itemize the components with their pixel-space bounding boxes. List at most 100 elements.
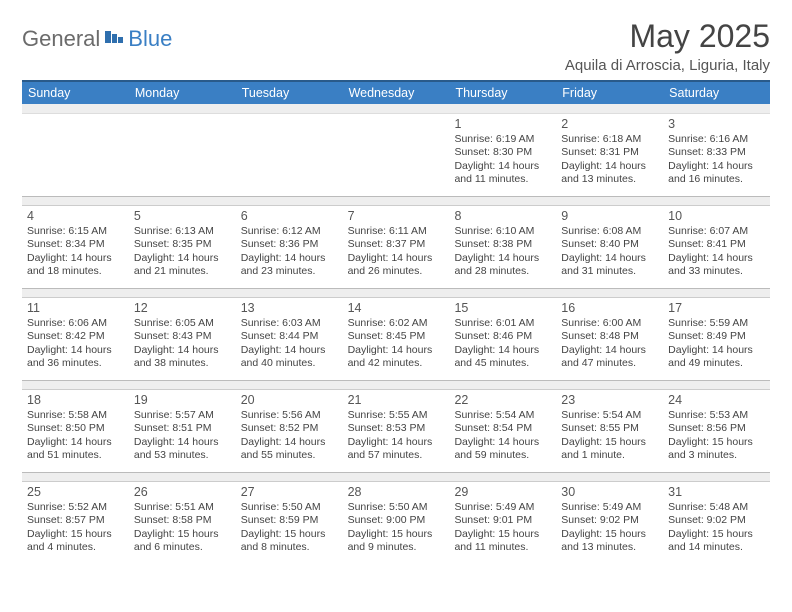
day-info: Sunrise: 5:54 AMSunset: 8:54 PMDaylight:…	[454, 409, 551, 463]
day-number: 1	[454, 117, 551, 131]
daylight-text: Daylight: 14 hours and 26 minutes.	[348, 252, 445, 279]
sunset-text: Sunset: 8:57 PM	[27, 514, 124, 527]
day-header-sun: Sunday	[22, 82, 129, 104]
day-info: Sunrise: 5:49 AMSunset: 9:01 PMDaylight:…	[454, 501, 551, 555]
day-number: 4	[27, 209, 124, 223]
sunset-text: Sunset: 8:34 PM	[27, 238, 124, 251]
day-number: 15	[454, 301, 551, 315]
day-cell: 15 Sunrise: 6:01 AMSunset: 8:46 PMDayligh…	[449, 298, 556, 380]
sunset-text: Sunset: 9:02 PM	[561, 514, 658, 527]
day-number: 2	[561, 117, 658, 131]
sunrise-text: Sunrise: 5:59 AM	[668, 317, 765, 330]
day-header-tue: Tuesday	[236, 82, 343, 104]
day-cell: 8Sunrise: 6:10 AMSunset: 8:38 PMDaylight…	[449, 206, 556, 288]
day-info: Sunrise: 6:18 AMSunset: 8:31 PMDaylight:…	[561, 133, 658, 187]
day-cell: 11Sunrise: 6:06 AMSunset: 8:42 PMDayligh…	[22, 298, 129, 380]
sunset-text: Sunset: 8:46 PM	[454, 330, 551, 343]
daylight-text: Daylight: 14 hours and 55 minutes.	[241, 436, 338, 463]
day-cell: 5Sunrise: 6:13 AMSunset: 8:35 PMDaylight…	[129, 206, 236, 288]
sunrise-text: Sunrise: 5:48 AM	[668, 501, 765, 514]
sunrise-text: Sunrise: 6:03 AM	[241, 317, 338, 330]
week-row: 4 Sunrise: 6:15 AMSunset: 8:34 PMDaylight…	[22, 206, 770, 288]
sunset-text: Sunset: 9:02 PM	[668, 514, 765, 527]
day-info: Sunrise: 5:51 AMSunset: 8:58 PMDaylight:…	[134, 501, 231, 555]
flag-icon	[104, 29, 126, 50]
week-divider	[22, 380, 770, 390]
day-cell: 9 Sunrise: 6:08 AMSunset: 8:40 PMDaylight…	[556, 206, 663, 288]
sunset-text: Sunset: 8:53 PM	[348, 422, 445, 435]
daylight-text: Daylight: 14 hours and 51 minutes.	[27, 436, 124, 463]
brand-general: General	[22, 26, 100, 52]
sunset-text: Sunset: 8:33 PM	[668, 146, 765, 159]
day-number: 21	[348, 393, 445, 407]
sunset-text: Sunset: 8:31 PM	[561, 146, 658, 159]
day-header-sat: Saturday	[663, 82, 770, 104]
day-info: Sunrise: 6:19 AMSunset: 8:30 PMDaylight:…	[454, 133, 551, 187]
day-header-row: Sunday Monday Tuesday Wednesday Thursday…	[22, 82, 770, 104]
day-number: 9	[561, 209, 658, 223]
sunrise-text: Sunrise: 5:50 AM	[348, 501, 445, 514]
day-number: 16	[561, 301, 658, 315]
day-info: Sunrise: 6:01 AMSunset: 8:46 PMDaylight:…	[454, 317, 551, 371]
day-cell: 18Sunrise: 5:58 AMSunset: 8:50 PMDayligh…	[22, 390, 129, 472]
day-info: Sunrise: 6:02 AMSunset: 8:45 PMDaylight:…	[348, 317, 445, 371]
sunset-text: Sunset: 8:36 PM	[241, 238, 338, 251]
sunrise-text: Sunrise: 6:13 AM	[134, 225, 231, 238]
daylight-text: Daylight: 14 hours and 59 minutes.	[454, 436, 551, 463]
day-header-thu: Thursday	[449, 82, 556, 104]
day-cell: 3Sunrise: 6:16 AMSunset: 8:33 PMDaylight…	[663, 114, 770, 196]
day-cell: 2 Sunrise: 6:18 AMSunset: 8:31 PMDaylight…	[556, 114, 663, 196]
day-info: Sunrise: 6:08 AMSunset: 8:40 PMDaylight:…	[561, 225, 658, 279]
sunrise-text: Sunrise: 6:06 AM	[27, 317, 124, 330]
daylight-text: Daylight: 14 hours and 28 minutes.	[454, 252, 551, 279]
day-info: Sunrise: 6:15 AMSunset: 8:34 PMDaylight:…	[27, 225, 124, 279]
day-cell: 29Sunrise: 5:49 AMSunset: 9:01 PMDayligh…	[449, 482, 556, 564]
day-cell: 31Sunrise: 5:48 AMSunset: 9:02 PMDayligh…	[663, 482, 770, 564]
day-info: Sunrise: 6:03 AMSunset: 8:44 PMDaylight:…	[241, 317, 338, 371]
day-cell: 10 Sunrise: 6:07 AMSunset: 8:41 PMDayligh…	[663, 206, 770, 288]
sunrise-text: Sunrise: 5:53 AM	[668, 409, 765, 422]
sunset-text: Sunset: 8:43 PM	[134, 330, 231, 343]
daylight-text: Daylight: 14 hours and 16 minutes.	[668, 160, 765, 187]
day-cell	[343, 114, 450, 196]
sunset-text: Sunset: 8:59 PM	[241, 514, 338, 527]
day-info: Sunrise: 6:12 AMSunset: 8:36 PMDaylight:…	[241, 225, 338, 279]
daylight-text: Daylight: 15 hours and 9 minutes.	[348, 528, 445, 555]
sunset-text: Sunset: 8:37 PM	[348, 238, 445, 251]
sunrise-text: Sunrise: 5:57 AM	[134, 409, 231, 422]
daylight-text: Daylight: 15 hours and 8 minutes.	[241, 528, 338, 555]
sunrise-text: Sunrise: 5:51 AM	[134, 501, 231, 514]
daylight-text: Daylight: 15 hours and 6 minutes.	[134, 528, 231, 555]
daylight-text: Daylight: 14 hours and 18 minutes.	[27, 252, 124, 279]
day-cell: 26Sunrise: 5:51 AMSunset: 8:58 PMDayligh…	[129, 482, 236, 564]
day-cell	[22, 114, 129, 196]
day-number: 10	[668, 209, 765, 223]
sunrise-text: Sunrise: 5:58 AM	[27, 409, 124, 422]
week-spacer	[22, 104, 770, 114]
day-number: 7	[348, 209, 445, 223]
sunrise-text: Sunrise: 6:05 AM	[134, 317, 231, 330]
day-cell: 28Sunrise: 5:50 AMSunset: 9:00 PMDayligh…	[343, 482, 450, 564]
sunrise-text: Sunrise: 6:08 AM	[561, 225, 658, 238]
day-cell: 24Sunrise: 5:53 AMSunset: 8:56 PMDayligh…	[663, 390, 770, 472]
daylight-text: Daylight: 14 hours and 53 minutes.	[134, 436, 231, 463]
sunrise-text: Sunrise: 5:49 AM	[561, 501, 658, 514]
sunset-text: Sunset: 8:38 PM	[454, 238, 551, 251]
day-info: Sunrise: 6:07 AMSunset: 8:41 PMDaylight:…	[668, 225, 765, 279]
sunset-text: Sunset: 8:52 PM	[241, 422, 338, 435]
daylight-text: Daylight: 14 hours and 21 minutes.	[134, 252, 231, 279]
day-info: Sunrise: 5:55 AMSunset: 8:53 PMDaylight:…	[348, 409, 445, 463]
day-header-mon: Monday	[129, 82, 236, 104]
week-divider	[22, 472, 770, 482]
week-row: 18Sunrise: 5:58 AMSunset: 8:50 PMDayligh…	[22, 390, 770, 472]
sunset-text: Sunset: 8:55 PM	[561, 422, 658, 435]
sunset-text: Sunset: 9:01 PM	[454, 514, 551, 527]
sunset-text: Sunset: 8:44 PM	[241, 330, 338, 343]
sunrise-text: Sunrise: 5:55 AM	[348, 409, 445, 422]
daylight-text: Daylight: 14 hours and 49 minutes.	[668, 344, 765, 371]
sunrise-text: Sunrise: 6:00 AM	[561, 317, 658, 330]
daylight-text: Daylight: 14 hours and 23 minutes.	[241, 252, 338, 279]
day-info: Sunrise: 5:50 AMSunset: 9:00 PMDaylight:…	[348, 501, 445, 555]
daylight-text: Daylight: 15 hours and 3 minutes.	[668, 436, 765, 463]
day-cell: 27Sunrise: 5:50 AMSunset: 8:59 PMDayligh…	[236, 482, 343, 564]
